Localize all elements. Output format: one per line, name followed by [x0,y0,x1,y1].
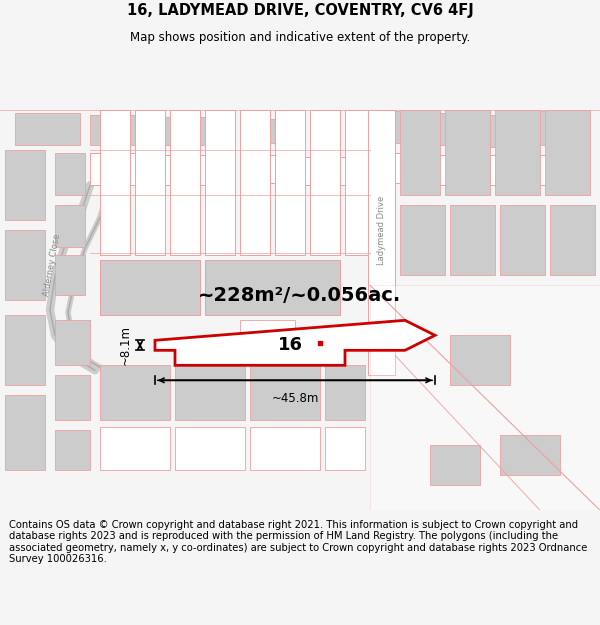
Polygon shape [400,110,440,195]
Polygon shape [100,110,130,255]
Polygon shape [55,430,90,470]
Polygon shape [470,115,520,148]
Polygon shape [240,155,290,183]
Polygon shape [450,205,495,275]
Polygon shape [100,365,170,420]
Text: ~45.8m: ~45.8m [271,392,319,405]
Polygon shape [55,320,90,365]
Polygon shape [135,110,165,255]
Polygon shape [415,113,460,145]
Polygon shape [55,375,90,420]
Polygon shape [175,428,245,470]
Polygon shape [205,260,340,315]
Polygon shape [250,365,320,420]
Polygon shape [15,113,80,145]
Polygon shape [495,110,540,195]
Polygon shape [368,110,395,375]
Polygon shape [100,428,170,470]
Text: ~8.1m: ~8.1m [119,325,132,365]
Polygon shape [5,230,45,300]
Polygon shape [526,155,570,185]
Polygon shape [55,205,85,248]
Polygon shape [500,435,560,475]
Polygon shape [445,110,490,195]
Polygon shape [5,395,45,470]
Polygon shape [430,445,480,485]
Polygon shape [90,115,145,145]
Polygon shape [310,110,340,255]
Polygon shape [400,205,445,275]
Text: Contains OS data © Crown copyright and database right 2021. This information is : Contains OS data © Crown copyright and d… [9,519,587,564]
Polygon shape [250,428,320,470]
Text: ~228m²/~0.056ac.: ~228m²/~0.056ac. [199,286,401,305]
Polygon shape [418,155,462,185]
Polygon shape [155,320,435,365]
Polygon shape [160,118,215,145]
Text: 16: 16 [277,336,302,354]
Polygon shape [472,155,516,185]
Polygon shape [300,158,348,185]
Polygon shape [545,110,590,195]
Polygon shape [5,315,45,385]
Polygon shape [240,320,295,350]
Polygon shape [170,110,200,255]
Polygon shape [550,205,595,275]
Polygon shape [55,255,85,295]
Polygon shape [100,260,200,315]
Polygon shape [175,365,245,420]
Text: Map shows position and indicative extent of the property.: Map shows position and indicative extent… [130,31,470,44]
Text: 16, LADYMEAD DRIVE, COVENTRY, CV6 4FJ: 16, LADYMEAD DRIVE, COVENTRY, CV6 4FJ [127,4,473,19]
Polygon shape [345,110,368,255]
Polygon shape [240,110,270,255]
Polygon shape [355,153,408,183]
Polygon shape [325,428,365,470]
Polygon shape [530,111,575,145]
Polygon shape [240,119,290,143]
Text: Ladymead Drive: Ladymead Drive [377,196,386,265]
Polygon shape [450,335,510,385]
Polygon shape [5,150,45,220]
Polygon shape [90,153,145,185]
Polygon shape [275,110,305,255]
Polygon shape [55,153,85,195]
Polygon shape [370,285,600,510]
Polygon shape [160,155,215,185]
Polygon shape [325,365,365,420]
Polygon shape [355,111,405,143]
Text: Alderney Close: Alderney Close [42,233,62,298]
Polygon shape [205,110,235,255]
Polygon shape [500,205,545,275]
